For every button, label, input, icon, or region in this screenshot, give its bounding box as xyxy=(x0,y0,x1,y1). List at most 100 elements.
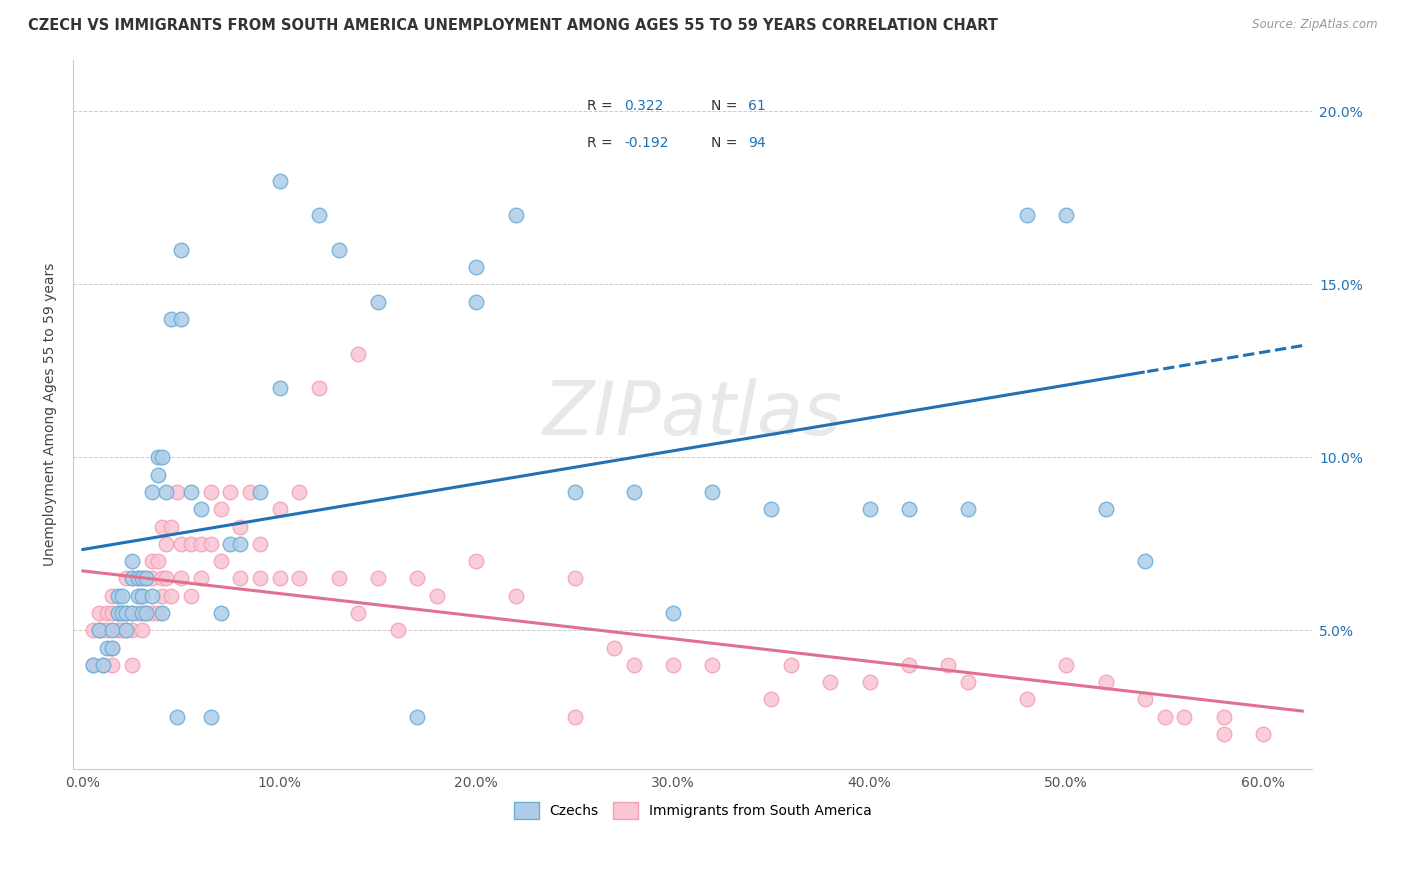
Point xyxy=(387,624,409,638)
Point xyxy=(219,537,242,551)
Point xyxy=(115,571,138,585)
Text: N =: N = xyxy=(711,99,738,112)
Point xyxy=(101,606,124,620)
Point xyxy=(426,589,449,603)
Point xyxy=(347,606,370,620)
Point xyxy=(956,675,979,690)
Point xyxy=(131,589,153,603)
Point xyxy=(141,589,163,603)
Point xyxy=(135,571,157,585)
Point xyxy=(111,589,134,603)
Point xyxy=(121,606,143,620)
Point xyxy=(135,606,157,620)
Text: R =: R = xyxy=(588,99,613,112)
Point xyxy=(190,571,212,585)
Point xyxy=(897,502,920,516)
Point xyxy=(101,657,124,672)
Point xyxy=(127,606,149,620)
Point xyxy=(465,554,488,568)
Point xyxy=(269,502,291,516)
Point xyxy=(111,606,134,620)
Point xyxy=(82,624,104,638)
Point xyxy=(146,554,169,568)
Point xyxy=(219,484,242,499)
Point xyxy=(146,450,169,465)
Point xyxy=(131,624,153,638)
Point xyxy=(155,537,177,551)
Point xyxy=(87,624,110,638)
Point xyxy=(121,571,143,585)
Point xyxy=(170,571,193,585)
Point xyxy=(146,467,169,482)
Text: N =: N = xyxy=(711,136,738,150)
Point xyxy=(564,710,586,724)
Point xyxy=(115,624,138,638)
Point xyxy=(288,484,311,499)
Text: 61: 61 xyxy=(748,99,766,112)
Point xyxy=(1015,692,1038,706)
Text: 0.322: 0.322 xyxy=(624,99,664,112)
Point xyxy=(308,381,330,395)
Point xyxy=(662,606,685,620)
Point xyxy=(505,589,527,603)
Point xyxy=(115,606,138,620)
Point xyxy=(328,243,350,257)
Point xyxy=(269,381,291,395)
Point xyxy=(239,484,262,499)
Point xyxy=(564,484,586,499)
Point xyxy=(1173,710,1195,724)
Text: CZECH VS IMMIGRANTS FROM SOUTH AMERICA UNEMPLOYMENT AMONG AGES 55 TO 59 YEARS CO: CZECH VS IMMIGRANTS FROM SOUTH AMERICA U… xyxy=(28,18,998,33)
Point xyxy=(367,571,389,585)
Point xyxy=(249,537,271,551)
Point xyxy=(190,537,212,551)
Point xyxy=(1212,710,1234,724)
Point xyxy=(87,606,110,620)
Point xyxy=(249,571,271,585)
Point xyxy=(115,606,138,620)
Point xyxy=(623,657,645,672)
Point xyxy=(82,657,104,672)
Point xyxy=(761,502,783,516)
Point xyxy=(91,624,114,638)
Point xyxy=(96,606,118,620)
Point xyxy=(702,484,724,499)
Point xyxy=(170,537,193,551)
Point xyxy=(121,657,143,672)
Point xyxy=(127,589,149,603)
Point xyxy=(121,624,143,638)
Point xyxy=(465,260,488,274)
Point xyxy=(82,657,104,672)
Point xyxy=(229,519,252,533)
Point xyxy=(101,640,124,655)
Point xyxy=(1212,727,1234,741)
Point xyxy=(166,484,188,499)
Point xyxy=(135,606,157,620)
Point xyxy=(200,484,222,499)
Point xyxy=(269,174,291,188)
Point xyxy=(160,519,183,533)
Point xyxy=(200,710,222,724)
Point xyxy=(623,484,645,499)
Point xyxy=(1094,675,1116,690)
Point xyxy=(170,243,193,257)
Point xyxy=(761,692,783,706)
Point xyxy=(91,657,114,672)
Point xyxy=(111,624,134,638)
Point xyxy=(150,450,173,465)
Point xyxy=(96,624,118,638)
Point xyxy=(121,606,143,620)
Point xyxy=(127,571,149,585)
Point xyxy=(347,346,370,360)
Point xyxy=(662,657,685,672)
Point xyxy=(150,589,173,603)
Point xyxy=(150,606,173,620)
Point xyxy=(564,571,586,585)
Point xyxy=(505,208,527,222)
Point xyxy=(101,624,124,638)
Point xyxy=(146,606,169,620)
Legend: Czechs, Immigrants from South America: Czechs, Immigrants from South America xyxy=(506,796,879,825)
Point xyxy=(1133,554,1156,568)
Point xyxy=(190,502,212,516)
Point xyxy=(141,554,163,568)
Point xyxy=(1054,208,1077,222)
